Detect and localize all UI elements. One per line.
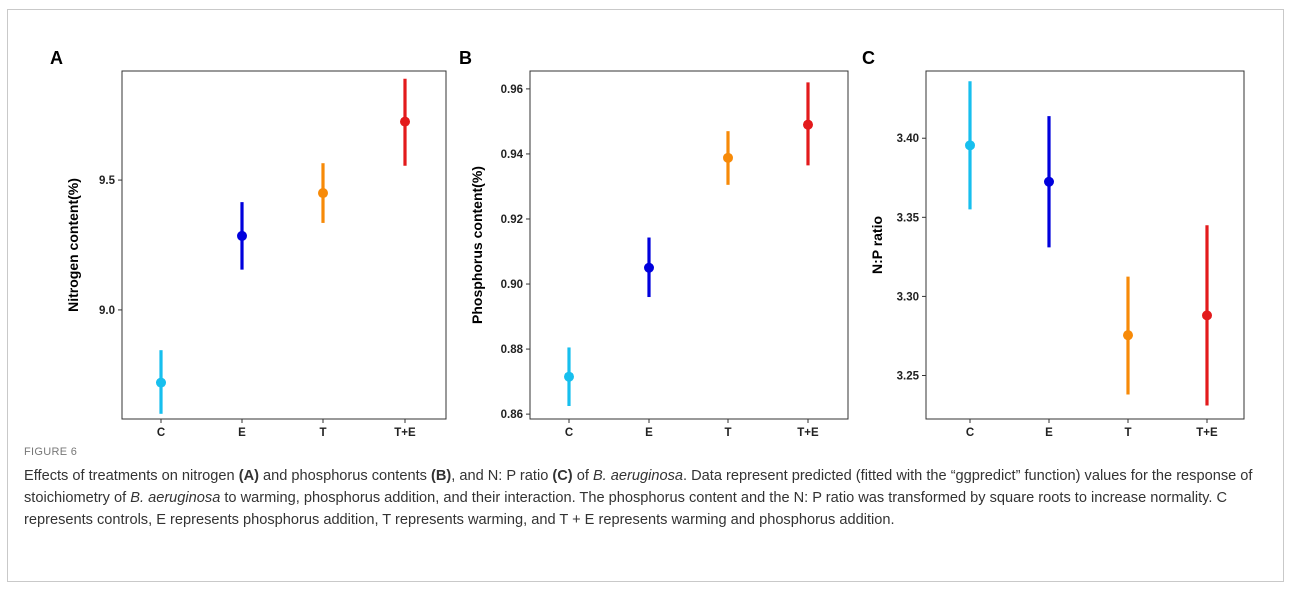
chart-panel-b: B 0.86 0.88 0.90 0.92 0.94 0.96 Phosphorus cont… — [459, 48, 849, 439]
y-tick-label: 3.35 — [897, 212, 920, 224]
caption-segment: to warming, phosphorus addition, and the… — [24, 490, 1228, 528]
figure-label: FIGURE 6 — [24, 446, 78, 458]
data-point — [237, 230, 247, 241]
caption-segment: (B) — [430, 468, 452, 484]
caption-segment: (C) — [552, 468, 573, 484]
y-tick-label: 3.25 — [897, 371, 920, 383]
y-tick-label: 0.88 — [501, 344, 524, 356]
caption-segment: of — [572, 468, 593, 484]
caption-segment: and phosphorus contents — [258, 468, 431, 484]
plot-border — [529, 70, 849, 420]
data-point — [644, 262, 654, 273]
caption-segment: B. aeruginosa — [130, 490, 221, 506]
x-tick-label: E — [1045, 427, 1053, 439]
y-axis-label: Phosphorus content(%) — [469, 166, 485, 324]
caption-segment: (A) — [238, 468, 259, 484]
x-tick-label: E — [645, 427, 653, 439]
x-tick-label: T+E — [797, 427, 819, 439]
caption-segment: B. aeruginosa — [592, 468, 683, 484]
data-point — [318, 188, 328, 199]
data-point — [1202, 310, 1212, 321]
x-tick-label: C — [966, 427, 974, 439]
figure-6-charts: A 9.0 9.5 Nitrogen content(%) C E T T+E B 0.86 0.8… — [50, 48, 1245, 439]
figure-caption-text: Effects of treatments on nitrogen (A) an… — [24, 465, 1269, 531]
y-tick-label: 0.92 — [501, 214, 523, 226]
data-point — [803, 119, 813, 130]
data-point — [965, 140, 975, 151]
y-tick-label: 0.94 — [501, 149, 524, 161]
caption-segment: Effects of treatments on nitrogen — [24, 468, 239, 484]
x-tick-label: T — [319, 427, 326, 439]
chart-panel-c: C 3.25 3.30 3.35 3.40 N:P ratio C E T T+E — [862, 48, 1245, 439]
y-axis-label: N:P ratio — [869, 216, 885, 274]
data-point — [156, 377, 166, 388]
figure-frame — [7, 9, 1284, 582]
data-point — [1123, 330, 1133, 341]
chart-panel-a: A 9.0 9.5 Nitrogen content(%) C E T T+E — [50, 48, 447, 439]
panel-letter: B — [459, 48, 472, 68]
data-point — [564, 371, 574, 382]
panel-letter: C — [862, 48, 875, 68]
y-tick-label: 0.86 — [501, 409, 523, 421]
panel-letter: A — [50, 48, 63, 68]
plot-border — [925, 70, 1245, 420]
y-tick-label: 0.96 — [501, 84, 523, 96]
x-tick-label: C — [157, 427, 165, 439]
y-tick-label: 3.30 — [897, 291, 919, 303]
y-tick-label: 3.40 — [897, 133, 919, 145]
x-tick-label: T — [1124, 427, 1131, 439]
x-tick-label: T+E — [1196, 427, 1218, 439]
caption-segment: . Data represent predicted (fitted with … — [24, 468, 1253, 506]
data-point — [400, 116, 410, 127]
y-tick-label: 9.0 — [99, 305, 115, 317]
caption-segment: , and N: P ratio — [451, 468, 553, 484]
data-point — [1044, 176, 1054, 187]
y-tick-label: 9.5 — [99, 175, 116, 187]
figure-caption: FIGURE 6 Effects of treatments on nitrog… — [24, 446, 1269, 531]
data-point — [723, 152, 733, 163]
y-axis-label: Nitrogen content(%) — [65, 178, 81, 312]
y-tick-label: 0.90 — [501, 279, 523, 291]
x-tick-label: C — [565, 427, 573, 439]
x-tick-label: T — [724, 427, 731, 439]
x-tick-label: E — [238, 427, 246, 439]
plot-border — [121, 70, 447, 420]
x-tick-label: T+E — [394, 427, 416, 439]
